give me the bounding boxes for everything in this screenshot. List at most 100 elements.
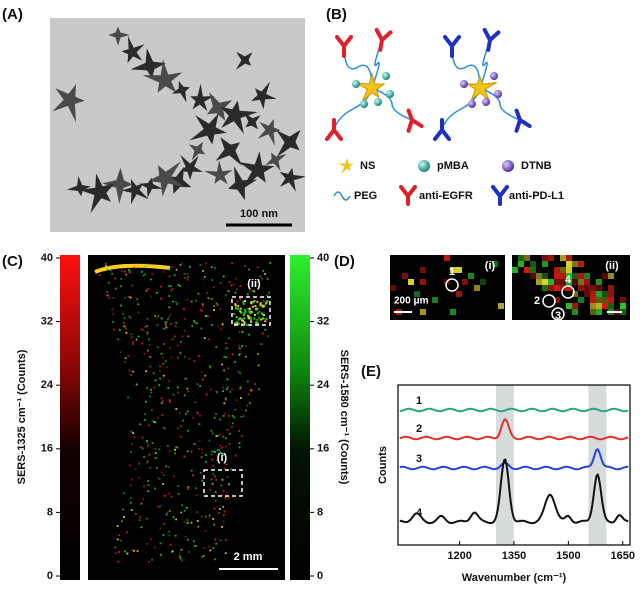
map-pixel bbox=[265, 317, 268, 320]
map-pixel bbox=[247, 316, 250, 319]
nanostar bbox=[52, 84, 85, 123]
map-pixel bbox=[239, 310, 242, 313]
map-pixel bbox=[166, 320, 168, 323]
map-pixel bbox=[173, 274, 176, 277]
map-pixel bbox=[195, 322, 198, 325]
map-pixel bbox=[132, 341, 134, 343]
peg-chain bbox=[479, 39, 491, 89]
map-pixel bbox=[255, 322, 258, 325]
map-pixel bbox=[258, 316, 260, 319]
map-pixel bbox=[148, 453, 151, 456]
map-pixel bbox=[241, 345, 244, 347]
map-pixel bbox=[222, 390, 224, 392]
map-pixel bbox=[128, 269, 130, 271]
map-pixel bbox=[114, 277, 117, 280]
colorbar-title: SERS-1325 cm⁻¹ (Counts) bbox=[16, 349, 28, 484]
legend-icon bbox=[502, 160, 514, 172]
map-pixel bbox=[124, 550, 127, 553]
map-pixel bbox=[193, 545, 196, 548]
inset-pixel bbox=[554, 273, 560, 279]
map-pixel bbox=[146, 543, 148, 545]
antibody bbox=[514, 108, 532, 133]
map-pixel bbox=[158, 478, 161, 480]
antibody bbox=[406, 108, 424, 133]
map-pixel bbox=[123, 317, 126, 320]
map-pixel bbox=[228, 415, 230, 417]
map-pixel bbox=[234, 454, 237, 457]
scale-bar-label: 100 nm bbox=[240, 208, 278, 220]
map-pixel bbox=[237, 305, 240, 308]
map-pixel bbox=[207, 297, 210, 299]
map-pixel bbox=[171, 287, 174, 290]
map-pixel bbox=[244, 264, 246, 267]
map-pixel bbox=[239, 298, 241, 300]
map-pixel bbox=[242, 300, 245, 303]
map-pixel bbox=[154, 457, 157, 459]
map-pixel bbox=[156, 316, 159, 319]
map-pixel bbox=[168, 306, 171, 309]
legend-label: anti-PD-L1 bbox=[509, 190, 564, 202]
map-pixel bbox=[154, 447, 157, 450]
map-pixel bbox=[130, 374, 133, 376]
nanostar bbox=[180, 154, 203, 180]
inset-pixel bbox=[548, 285, 554, 291]
region-box bbox=[203, 469, 243, 497]
map-pixel bbox=[186, 519, 189, 521]
map-pixel bbox=[105, 294, 108, 297]
map-pixel bbox=[245, 355, 247, 358]
map-pixel bbox=[202, 304, 204, 307]
map-pixel bbox=[125, 332, 128, 334]
map-pixel bbox=[170, 289, 173, 292]
inset-pixel bbox=[450, 309, 456, 315]
map-pixel bbox=[245, 345, 247, 348]
map-pixel bbox=[117, 560, 120, 563]
colorbar-tick-label: 40 bbox=[317, 252, 329, 264]
colorbar-tick-label: 24 bbox=[317, 379, 330, 391]
map-pixel bbox=[234, 303, 237, 306]
map-pixel bbox=[222, 435, 225, 438]
map-pixel bbox=[150, 538, 152, 541]
map-pixel bbox=[177, 356, 179, 359]
map-pixel bbox=[226, 476, 229, 478]
map-pixel bbox=[211, 279, 213, 281]
map-pixel bbox=[153, 386, 156, 389]
map-pixel bbox=[157, 476, 159, 479]
raman-reporter bbox=[386, 90, 394, 98]
map-pixel bbox=[264, 320, 267, 323]
map-pixel bbox=[211, 464, 214, 467]
map-pixel bbox=[164, 325, 167, 328]
map-pixel bbox=[148, 561, 150, 563]
map-pixel bbox=[213, 475, 216, 478]
inset-pixel bbox=[578, 285, 584, 291]
map-pixel bbox=[158, 448, 161, 451]
map-pixel bbox=[184, 377, 187, 380]
map-pixel bbox=[187, 486, 190, 488]
map-pixel bbox=[221, 363, 223, 366]
map-pixel bbox=[224, 399, 227, 402]
map-pixel bbox=[177, 492, 180, 495]
map-pixel bbox=[183, 330, 186, 332]
map-pixel bbox=[125, 531, 128, 534]
inset-pixel bbox=[578, 261, 584, 267]
map-pixel bbox=[185, 378, 188, 380]
inset-pixel bbox=[572, 261, 578, 267]
map-pixel bbox=[213, 507, 216, 510]
inset-pixel bbox=[578, 279, 584, 285]
map-pixel bbox=[128, 369, 131, 372]
map-pixel bbox=[162, 483, 164, 485]
legend-label: DTNB bbox=[521, 160, 552, 172]
map-pixel bbox=[127, 355, 130, 357]
inset-pixel bbox=[414, 291, 420, 297]
inset-pixel bbox=[402, 273, 408, 279]
map-pixel bbox=[163, 327, 166, 330]
map-pixel bbox=[236, 288, 238, 291]
spectrum bbox=[399, 458, 629, 525]
inset-pixel bbox=[608, 285, 614, 291]
map-pixel bbox=[143, 419, 146, 421]
inset-pixel bbox=[518, 255, 524, 261]
inset-pixel bbox=[608, 273, 614, 279]
map-pixel bbox=[125, 273, 128, 276]
map-pixel bbox=[135, 383, 138, 386]
map-pixel bbox=[183, 521, 186, 523]
map-pixel bbox=[212, 450, 215, 453]
